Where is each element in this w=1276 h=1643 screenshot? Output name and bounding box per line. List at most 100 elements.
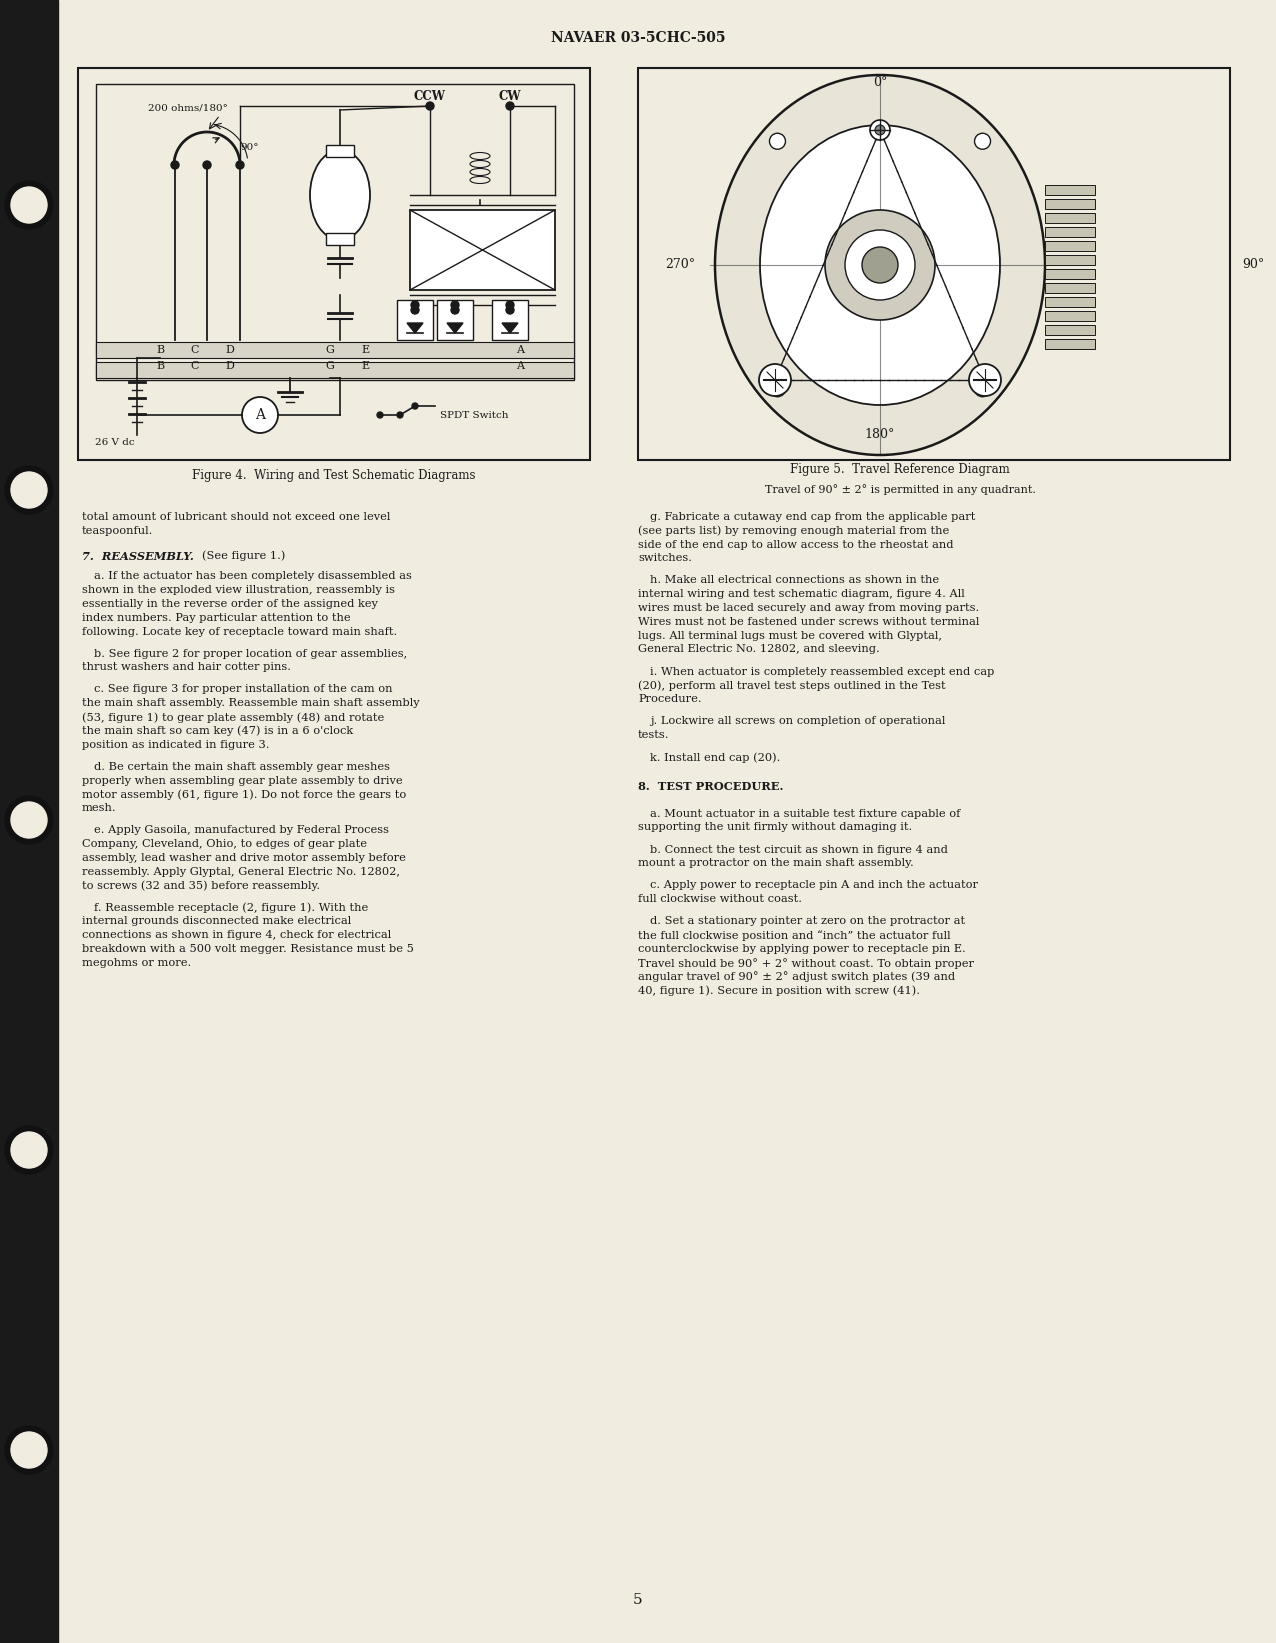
Text: A: A xyxy=(516,361,524,371)
Bar xyxy=(1045,283,1095,292)
Text: B: B xyxy=(156,361,165,371)
Bar xyxy=(96,342,574,358)
Text: G: G xyxy=(325,361,334,371)
Text: supporting the unit firmly without damaging it.: supporting the unit firmly without damag… xyxy=(638,823,912,833)
Bar xyxy=(78,67,590,460)
Text: switches.: switches. xyxy=(638,554,692,564)
Text: f. Reassemble receptacle (2, figure 1). With the: f. Reassemble receptacle (2, figure 1). … xyxy=(94,902,369,914)
Circle shape xyxy=(759,365,791,396)
Circle shape xyxy=(236,161,244,169)
Text: G: G xyxy=(325,345,334,355)
Text: tests.: tests. xyxy=(638,729,670,739)
Text: to screws (32 and 35) before reassembly.: to screws (32 and 35) before reassembly. xyxy=(82,881,320,891)
Text: j. Lockwire all screws on completion of operational: j. Lockwire all screws on completion of … xyxy=(649,716,946,726)
Ellipse shape xyxy=(715,76,1045,455)
Text: the main shaft assembly. Reassemble main shaft assembly: the main shaft assembly. Reassemble main… xyxy=(82,698,420,708)
Circle shape xyxy=(5,1426,54,1474)
Circle shape xyxy=(769,133,786,150)
Text: 7.  REASSEMBLY.: 7. REASSEMBLY. xyxy=(82,550,194,562)
Bar xyxy=(1045,311,1095,320)
Text: b. See figure 2 for proper location of gear assemblies,: b. See figure 2 for proper location of g… xyxy=(94,649,407,659)
Text: lugs. All terminal lugs must be covered with Glyptal,: lugs. All terminal lugs must be covered … xyxy=(638,631,942,641)
Text: B: B xyxy=(156,345,165,355)
Circle shape xyxy=(826,210,935,320)
Circle shape xyxy=(5,467,54,514)
Bar xyxy=(1045,297,1095,307)
Circle shape xyxy=(397,412,403,417)
Bar xyxy=(96,361,574,378)
Bar xyxy=(325,145,353,158)
Text: (See figure 1.): (See figure 1.) xyxy=(202,550,286,562)
Circle shape xyxy=(507,306,514,314)
Text: shown in the exploded view illustration, reassembly is: shown in the exploded view illustration,… xyxy=(82,585,396,595)
Text: (see parts list) by removing enough material from the: (see parts list) by removing enough mate… xyxy=(638,526,949,536)
Circle shape xyxy=(171,161,179,169)
Text: SPDT Switch: SPDT Switch xyxy=(440,411,509,419)
Text: wires must be laced securely and away from moving parts.: wires must be laced securely and away fr… xyxy=(638,603,979,613)
Bar xyxy=(1045,325,1095,335)
Circle shape xyxy=(450,306,459,314)
Text: Travel should be 90° + 2° without coast. To obtain proper: Travel should be 90° + 2° without coast.… xyxy=(638,958,974,969)
Text: a. Mount actuator in a suitable test fixture capable of: a. Mount actuator in a suitable test fix… xyxy=(649,808,961,818)
Bar xyxy=(397,301,433,340)
Text: following. Locate key of receptacle toward main shaft.: following. Locate key of receptacle towa… xyxy=(82,626,397,636)
Circle shape xyxy=(968,365,1000,396)
Circle shape xyxy=(412,403,419,409)
Bar xyxy=(1045,214,1095,223)
Text: full clockwise without coast.: full clockwise without coast. xyxy=(638,894,803,904)
Text: 26 V dc: 26 V dc xyxy=(96,439,135,447)
Text: C: C xyxy=(190,361,199,371)
Text: a. If the actuator has been completely disassembled as: a. If the actuator has been completely d… xyxy=(94,572,412,582)
Bar xyxy=(1045,242,1095,251)
Text: NAVAER 03-5CHC-505: NAVAER 03-5CHC-505 xyxy=(551,31,725,44)
Text: 90°: 90° xyxy=(240,143,259,153)
Text: internal wiring and test schematic diagram, figure 4. All: internal wiring and test schematic diagr… xyxy=(638,590,965,600)
Text: i. When actuator is completely reassembled except end cap: i. When actuator is completely reassembl… xyxy=(649,667,994,677)
Circle shape xyxy=(11,802,47,838)
Bar xyxy=(1045,199,1095,209)
Circle shape xyxy=(11,1433,47,1467)
Text: g. Fabricate a cutaway end cap from the applicable part: g. Fabricate a cutaway end cap from the … xyxy=(649,513,975,522)
Text: E: E xyxy=(361,345,369,355)
Bar xyxy=(1045,227,1095,237)
Circle shape xyxy=(242,398,278,434)
Bar xyxy=(1045,255,1095,265)
Text: 5: 5 xyxy=(633,1594,643,1607)
Text: Company, Cleveland, Ohio, to edges of gear plate: Company, Cleveland, Ohio, to edges of ge… xyxy=(82,840,367,849)
Text: angular travel of 90° ± 2° adjust switch plates (39 and: angular travel of 90° ± 2° adjust switch… xyxy=(638,971,956,983)
Text: 200 ohms/180°: 200 ohms/180° xyxy=(148,104,228,112)
Circle shape xyxy=(5,795,54,845)
Text: mount a protractor on the main shaft assembly.: mount a protractor on the main shaft ass… xyxy=(638,858,914,869)
Text: 270°: 270° xyxy=(665,258,695,271)
Text: CW: CW xyxy=(499,89,522,102)
Text: reassembly. Apply Glyptal, General Electric No. 12802,: reassembly. Apply Glyptal, General Elect… xyxy=(82,866,399,877)
Text: mesh.: mesh. xyxy=(82,803,116,813)
Bar xyxy=(0,0,57,1643)
Bar xyxy=(638,67,1230,460)
Bar xyxy=(325,233,353,245)
Circle shape xyxy=(507,301,514,309)
Text: teaspoonful.: teaspoonful. xyxy=(82,526,153,536)
Polygon shape xyxy=(407,324,424,334)
Text: e. Apply Gasoila, manufactured by Federal Process: e. Apply Gasoila, manufactured by Federa… xyxy=(94,825,389,835)
Text: position as indicated in figure 3.: position as indicated in figure 3. xyxy=(82,739,269,749)
Text: E: E xyxy=(361,361,369,371)
Text: c. See figure 3 for proper installation of the cam on: c. See figure 3 for proper installation … xyxy=(94,685,393,695)
Bar xyxy=(493,301,528,340)
Text: Procedure.: Procedure. xyxy=(638,693,702,705)
Text: assembly, lead washer and drive motor assembly before: assembly, lead washer and drive motor as… xyxy=(82,853,406,863)
Text: breakdown with a 500 volt megger. Resistance must be 5: breakdown with a 500 volt megger. Resist… xyxy=(82,945,413,955)
Text: d. Be certain the main shaft assembly gear meshes: d. Be certain the main shaft assembly ge… xyxy=(94,762,390,772)
Circle shape xyxy=(507,102,514,110)
Text: the full clockwise position and “inch” the actuator full: the full clockwise position and “inch” t… xyxy=(638,930,951,941)
Circle shape xyxy=(11,1132,47,1168)
Text: Wires must not be fastened under screws without terminal: Wires must not be fastened under screws … xyxy=(638,616,980,628)
Text: CCW: CCW xyxy=(413,89,447,102)
Circle shape xyxy=(450,301,459,309)
Text: Figure 4.  Wiring and Test Schematic Diagrams: Figure 4. Wiring and Test Schematic Diag… xyxy=(193,468,476,481)
Ellipse shape xyxy=(310,150,370,240)
Text: b. Connect the test circuit as shown in figure 4 and: b. Connect the test circuit as shown in … xyxy=(649,845,948,854)
Circle shape xyxy=(376,412,383,417)
Text: 8.  TEST PROCEDURE.: 8. TEST PROCEDURE. xyxy=(638,780,783,792)
Circle shape xyxy=(863,246,898,283)
